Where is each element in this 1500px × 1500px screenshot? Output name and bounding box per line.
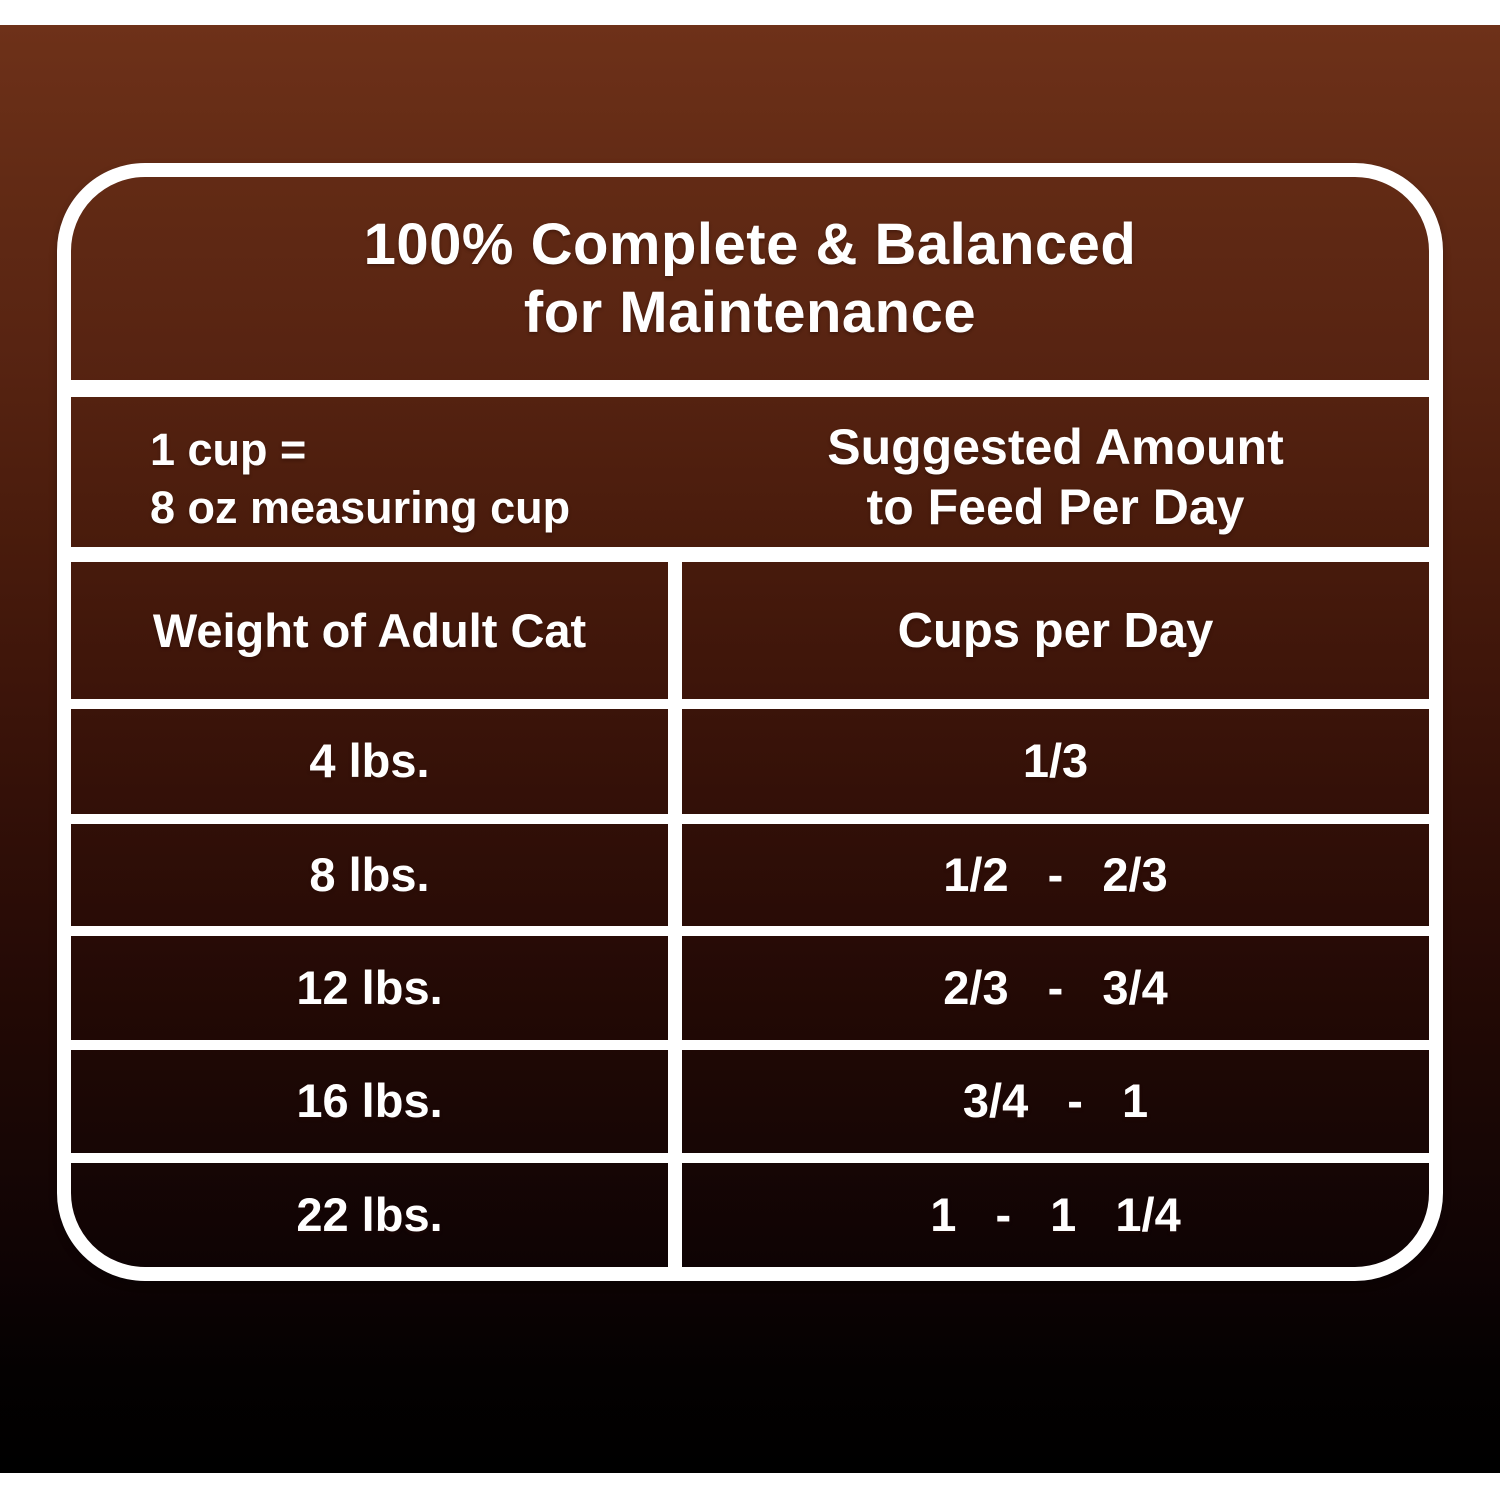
cup-measure-note-line2: 8 oz measuring cup — [150, 482, 571, 533]
divider-header-bottom — [60, 699, 1440, 709]
weight-cell: 12 lbs. — [296, 960, 443, 1014]
divider-columns — [668, 547, 682, 1269]
feeding-table-frame — [57, 163, 1443, 1281]
cups-cell: 1 - 1 1/4 — [930, 1187, 1181, 1241]
divider-row3-bottom — [60, 1040, 1440, 1050]
weight-cell: 22 lbs. — [296, 1187, 443, 1241]
column-header-cups: Cups per Day — [897, 603, 1214, 658]
suggested-amount-line1: Suggested Amount — [827, 419, 1284, 475]
divider-title-bottom — [60, 380, 1440, 397]
cups-cell: 3/4 - 1 — [962, 1074, 1149, 1128]
divider-note-bottom — [60, 547, 1440, 562]
divider-row4-bottom — [60, 1153, 1440, 1163]
cups-cell: 1/2 - 2/3 — [943, 847, 1168, 901]
weight-cell: 8 lbs. — [309, 847, 430, 901]
table-title-line1: 100% Complete & Balanced — [363, 211, 1137, 277]
weight-cell: 16 lbs. — [296, 1074, 443, 1128]
cup-measure-note: 1 cup = 8 oz measuring cup — [150, 397, 710, 547]
weight-cell: 4 lbs. — [309, 733, 430, 787]
divider-row2-bottom — [60, 926, 1440, 936]
suggested-amount-line2: to Feed Per Day — [866, 479, 1245, 535]
suggested-amount-heading: Suggested Amount to Feed Per Day — [682, 397, 1429, 547]
gradient-background: 100% Complete & Balanced for Maintenance… — [0, 25, 1500, 1473]
table-title-line2: for Maintenance — [523, 279, 977, 345]
divider-row1-bottom — [60, 814, 1440, 824]
cups-cell: 2/3 - 3/4 — [943, 960, 1168, 1014]
column-header-weight: Weight of Adult Cat — [152, 603, 587, 657]
cups-cell: 1/3 — [1022, 733, 1089, 787]
table-title: 100% Complete & Balanced for Maintenance — [71, 163, 1429, 380]
cup-measure-note-line1: 1 cup = — [150, 424, 307, 475]
